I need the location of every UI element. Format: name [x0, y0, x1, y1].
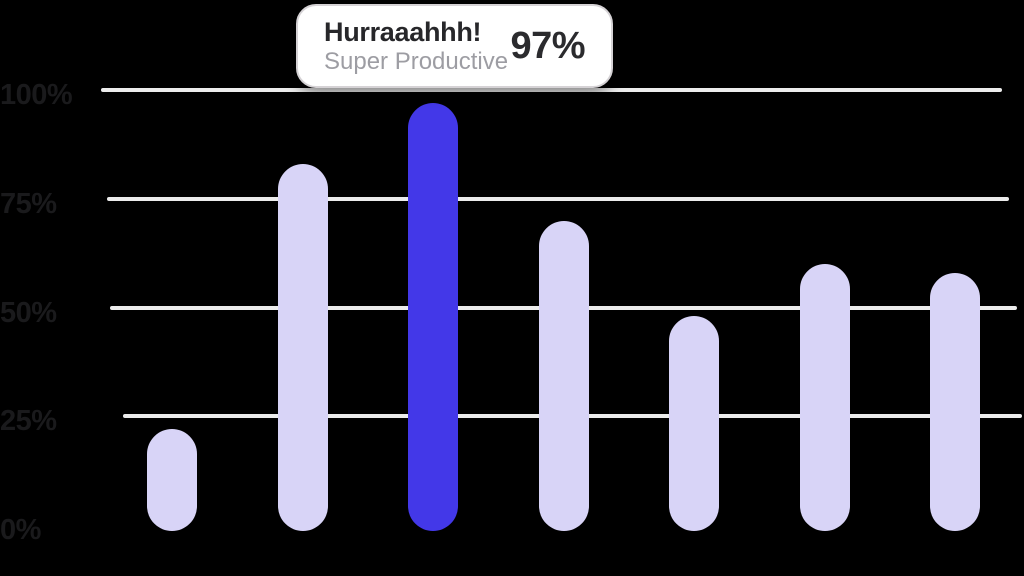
tooltip-title: Hurraaahhh! [324, 16, 482, 47]
bar-highlighted[interactable] [408, 103, 458, 531]
gridline-100 [101, 88, 1002, 92]
bar[interactable] [538, 220, 589, 531]
y-axis-tick-label: 50% [0, 296, 57, 329]
y-axis-tick-label: 0% [0, 514, 41, 546]
bar[interactable] [147, 429, 197, 531]
gridline-75 [107, 196, 1009, 201]
y-axis-tick-label: 25% [0, 405, 57, 438]
y-axis-tick-label: 100% [0, 79, 73, 111]
bar[interactable] [669, 316, 719, 531]
tooltip-text-block: Hurraaahhh! Super Productive [324, 17, 508, 76]
bar[interactable] [799, 264, 850, 531]
tooltip-value: 97% [510, 24, 585, 67]
tooltip: Hurraaahhh! Super Productive 97% [296, 4, 613, 88]
bar[interactable] [277, 163, 328, 531]
y-axis-tick-label: 75% [0, 187, 57, 220]
tooltip-subtitle: Super Productive [324, 47, 509, 75]
bar[interactable] [930, 272, 980, 531]
